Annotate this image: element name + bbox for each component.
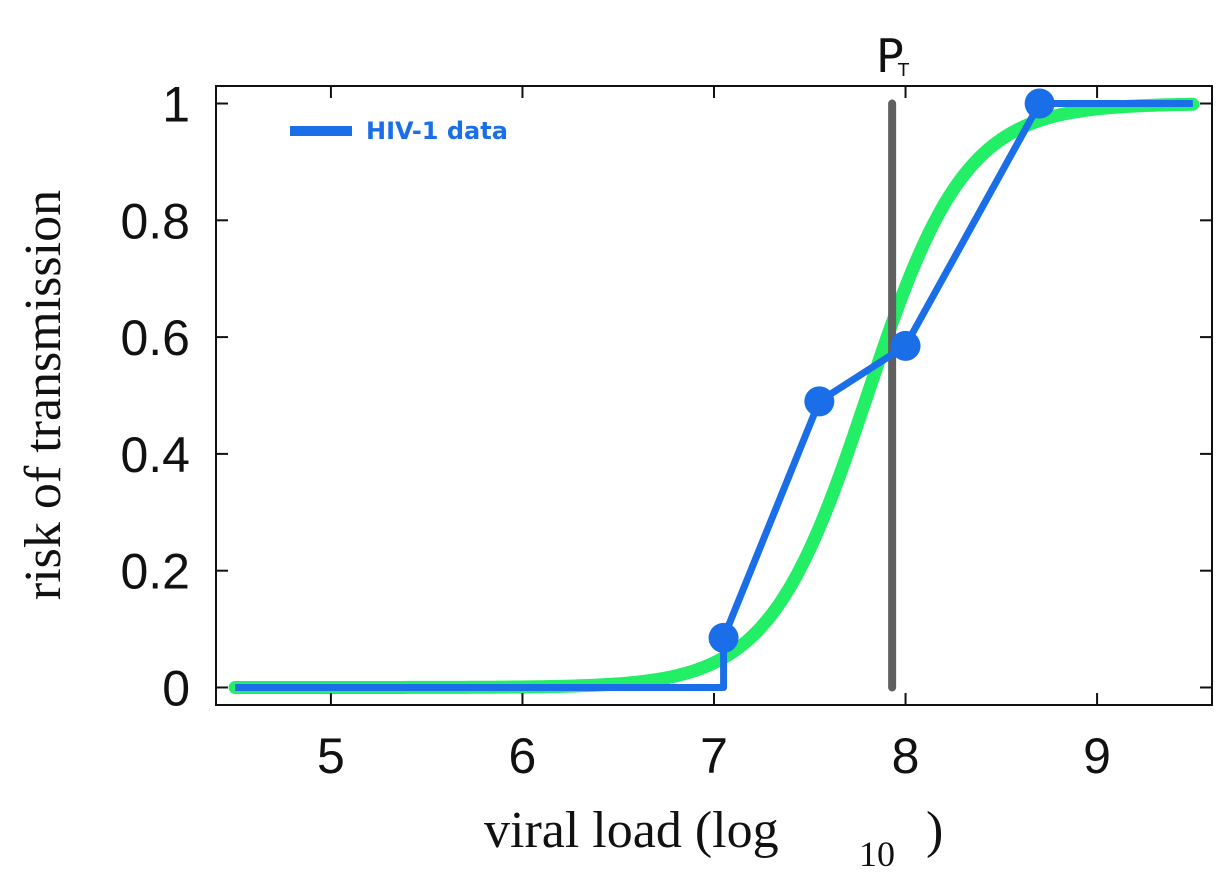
- x-tick-label-3: 8: [892, 728, 920, 784]
- x-tick-label-1: 6: [509, 728, 537, 784]
- series-layer: [235, 88, 1193, 691]
- threshold-label: P T: [876, 29, 910, 83]
- x-axis-title: viral load (log 10 ): [484, 802, 943, 874]
- y-tick-label-3: 0.6: [120, 310, 190, 366]
- plot-frame: [215, 85, 1213, 706]
- y-tick-label-0: 0: [162, 660, 190, 716]
- data-point-3: [1024, 88, 1055, 119]
- data-point-2: [890, 330, 921, 361]
- y-tick-label-2: 0.4: [120, 427, 190, 483]
- series-line-0: [235, 100, 1193, 691]
- y-tick-label-4: 0.8: [120, 193, 190, 249]
- legend-label-hiv-1-data: HIV-1 data: [366, 117, 508, 145]
- ticks-layer: 5 6 7 8 9 0 0.2 0.4 0.6 0.8 1: [120, 77, 1212, 784]
- threshold-label-subscript: T: [897, 60, 910, 81]
- y-tick-label-1: 0.2: [120, 544, 190, 600]
- y-axis-title: risk of transmission: [15, 190, 72, 600]
- x-axis-title-main: viral load (log: [484, 802, 779, 859]
- threshold-label-p: P: [876, 29, 904, 83]
- legend: HIV-1 data: [290, 117, 508, 145]
- x-axis-title-subscript: 10: [859, 834, 895, 874]
- data-point-1: [804, 386, 835, 417]
- x-axis-title-end: ): [926, 802, 943, 859]
- x-tick-label-0: 5: [317, 728, 345, 784]
- x-tick-label-2: 7: [700, 728, 728, 784]
- x-tick-label-4: 9: [1083, 728, 1111, 784]
- y-tick-label-5: 1: [162, 77, 190, 133]
- fit-curve: [228, 97, 1200, 694]
- fit-layer: [228, 97, 1200, 694]
- data-point-0: [708, 622, 739, 653]
